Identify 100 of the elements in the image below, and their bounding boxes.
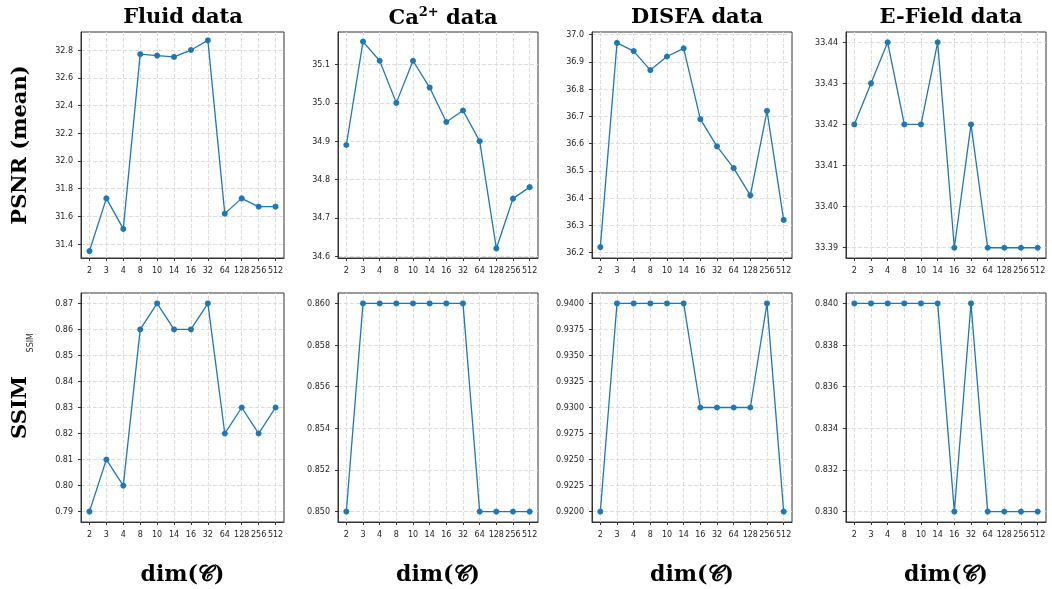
- point: [238, 195, 245, 202]
- y-tick-label: 34.9: [312, 136, 330, 146]
- point: [86, 508, 93, 515]
- x-tick-label: 14: [424, 529, 435, 539]
- x-tick-label: 3: [360, 529, 366, 539]
- y-tick-label: 0.850: [307, 507, 330, 517]
- x-tick-label: 10: [152, 529, 163, 539]
- point: [664, 300, 670, 307]
- x-axis-title: dim(𝒞): [650, 560, 734, 586]
- y-tick-label: 0.834: [815, 423, 838, 433]
- x-tick-label: 16: [185, 529, 197, 539]
- x-tick-label: 4: [631, 265, 637, 275]
- x-tick-label: 2: [597, 265, 603, 275]
- x-tick-label: 2: [851, 265, 857, 275]
- x-tick-label: 10: [152, 265, 163, 275]
- y-tick-label: 31.6: [55, 211, 73, 221]
- x-tick-label: 32: [202, 529, 213, 539]
- x-tick-label: 2: [597, 529, 603, 539]
- y-tick-label: 0.852: [307, 465, 330, 475]
- point: [780, 216, 787, 223]
- x-tick-label: 4: [120, 265, 126, 275]
- x-tick-label: 4: [377, 265, 383, 275]
- y-tick-label: 0.854: [307, 423, 330, 433]
- x-tick-label: 64: [219, 529, 230, 539]
- point: [1034, 244, 1041, 251]
- x-tick-label: 128: [742, 529, 758, 539]
- x-tick-label: 8: [647, 529, 653, 539]
- x-tick-label: 3: [103, 529, 109, 539]
- y-tick-label: 0.9400: [556, 298, 584, 308]
- y-axis-title: SSIM: [6, 376, 31, 439]
- y-tick-label: 33.40: [815, 202, 838, 212]
- y-tick-label: 0.86: [55, 324, 73, 334]
- y-tick-label: 33.44: [815, 37, 838, 47]
- point: [868, 80, 874, 87]
- y-tick-label: 0.84: [55, 376, 73, 386]
- x-tick-label: 8: [137, 265, 143, 275]
- point: [680, 45, 687, 52]
- y-tick-label: 0.860: [307, 298, 330, 308]
- point: [851, 121, 858, 128]
- x-tick-label: 128: [488, 265, 504, 275]
- y-tick-label: 0.80: [55, 481, 73, 491]
- point: [526, 184, 533, 191]
- point: [343, 142, 350, 148]
- point: [614, 300, 620, 307]
- x-tick-label: 10: [407, 529, 419, 539]
- x-tick-label: 64: [728, 265, 739, 275]
- x-tick-label: 128: [234, 265, 250, 275]
- x-tick-label: 2: [343, 265, 349, 275]
- point: [376, 57, 383, 64]
- point: [1001, 244, 1008, 251]
- y-tick-label: 0.9200: [556, 507, 584, 517]
- x-tick-label: 10: [661, 265, 673, 275]
- x-tick-label: 16: [441, 265, 452, 275]
- chart-title: Fluid data: [123, 3, 244, 28]
- x-tick-label: 512: [776, 529, 792, 539]
- y-tick-label: 32.8: [55, 45, 73, 55]
- point: [103, 195, 110, 202]
- point: [951, 244, 958, 251]
- y-tick-label: 36.3: [566, 220, 584, 230]
- y-tick-label: 33.39: [815, 243, 838, 253]
- y-tick-label: 0.840: [815, 298, 838, 308]
- y-tick-label: 0.836: [815, 382, 838, 392]
- y-tick-label: 34.8: [312, 174, 330, 184]
- y-tick-label: 0.9350: [556, 350, 584, 360]
- x-tick-label: 32: [711, 529, 723, 539]
- x-tick-label: 14: [932, 529, 943, 539]
- point: [884, 39, 891, 46]
- x-tick-label: 128: [234, 529, 250, 539]
- x-tick-label: 512: [522, 529, 538, 539]
- y-tick-label: 36.7: [566, 111, 584, 121]
- y-tick-label: 34.7: [312, 213, 330, 223]
- y-tick-label: 34.6: [312, 251, 330, 261]
- point: [934, 39, 941, 46]
- y-tick-label: 0.9375: [556, 324, 584, 334]
- x-tick-label: 16: [695, 529, 706, 539]
- y-tick-label: 32.0: [55, 156, 73, 166]
- point: [597, 244, 604, 251]
- y-tick-label: 32.4: [55, 100, 73, 110]
- x-tick-label: 16: [695, 265, 706, 275]
- x-tick-label: 14: [678, 265, 689, 275]
- point: [221, 430, 228, 437]
- x-tick-label: 4: [885, 529, 891, 539]
- point: [647, 300, 654, 307]
- x-tick-label: 14: [168, 529, 180, 539]
- y-tick-label: 0.832: [815, 465, 838, 475]
- point: [493, 245, 500, 252]
- point: [1018, 244, 1024, 251]
- y-tick-label: 35.0: [312, 98, 330, 108]
- y-tick-label: 0.9325: [556, 376, 584, 386]
- x-tick-label: 3: [614, 529, 620, 539]
- x-tick-label: 8: [901, 265, 907, 275]
- y-tick-label: 31.4: [55, 239, 73, 249]
- y-tick-label: 0.83: [55, 403, 73, 412]
- x-tick-label: 16: [949, 265, 960, 275]
- point: [255, 430, 262, 437]
- point: [460, 107, 466, 114]
- x-tick-label: 512: [776, 265, 792, 275]
- x-tick-label: 32: [711, 265, 723, 275]
- point: [204, 37, 211, 44]
- point: [664, 53, 670, 60]
